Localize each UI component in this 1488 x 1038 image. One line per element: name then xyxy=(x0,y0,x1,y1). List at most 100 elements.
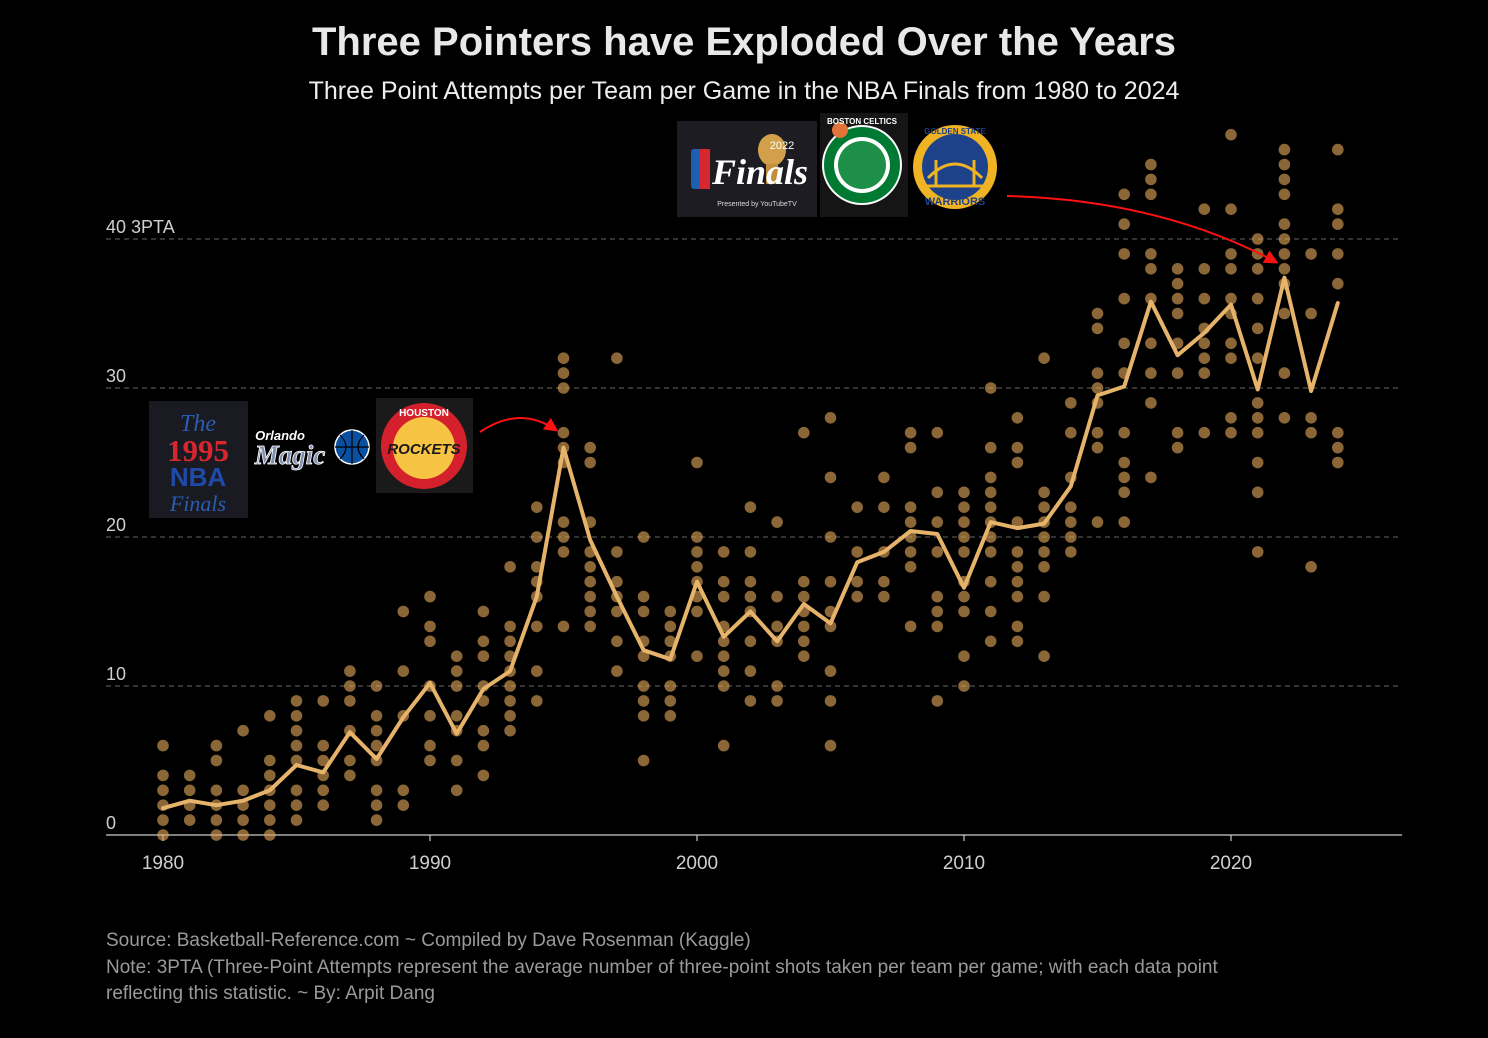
game-point xyxy=(504,695,516,707)
game-point xyxy=(931,426,944,439)
game-point xyxy=(397,799,410,811)
game-point xyxy=(824,665,837,677)
game-point xyxy=(1251,263,1264,275)
game-point xyxy=(531,501,543,513)
game-point xyxy=(264,799,276,811)
game-point xyxy=(237,724,249,737)
warriors-logo: GOLDEN STATE WARRIORS xyxy=(913,125,997,209)
game-point xyxy=(477,769,490,782)
gridlines xyxy=(106,238,1402,687)
game-point xyxy=(851,546,863,558)
x-tick-label: 1990 xyxy=(409,853,451,874)
game-point xyxy=(1011,412,1024,424)
game-point xyxy=(1145,471,1157,484)
game-point xyxy=(958,650,970,662)
finals-1995-logo: The 1995 NBA Finals xyxy=(149,401,248,518)
game-point xyxy=(1145,158,1157,171)
game-point xyxy=(1038,501,1050,513)
game-point xyxy=(557,426,570,439)
game-point xyxy=(851,501,863,513)
game-point xyxy=(557,367,570,379)
game-point xyxy=(531,665,543,677)
game-point xyxy=(931,695,944,707)
game-point xyxy=(317,784,330,797)
game-point xyxy=(504,635,516,648)
game-point xyxy=(958,501,970,513)
game-point xyxy=(290,754,303,767)
finals-2022-year: 2022 xyxy=(770,140,794,152)
game-point xyxy=(317,799,330,811)
game-point xyxy=(1038,352,1050,365)
game-point xyxy=(1251,426,1264,439)
game-point xyxy=(557,546,570,558)
game-point xyxy=(851,590,863,603)
magic-logo: Orlando Magic xyxy=(253,428,370,470)
game-point xyxy=(958,590,970,603)
game-point xyxy=(984,575,997,588)
game-point xyxy=(1011,456,1024,469)
rockets-text: ROCKETS xyxy=(387,441,460,458)
game-point xyxy=(290,739,303,752)
game-point xyxy=(717,575,730,588)
celtics-logo: BOSTON CELTICS xyxy=(820,113,908,217)
game-point xyxy=(477,650,490,662)
bridge-icon xyxy=(926,160,984,188)
game-point xyxy=(611,635,623,648)
game-point xyxy=(904,426,917,439)
game-point xyxy=(1145,173,1157,186)
game-point xyxy=(290,799,303,811)
celtics-text: BOSTON CELTICS xyxy=(827,117,898,126)
game-point xyxy=(370,799,383,811)
game-point xyxy=(1278,263,1291,275)
game-point xyxy=(1011,516,1024,528)
game-point xyxy=(1198,203,1211,215)
game-point xyxy=(264,829,276,841)
game-point xyxy=(851,575,863,588)
game-point xyxy=(1332,426,1344,439)
game-point xyxy=(744,501,757,513)
game-point xyxy=(1171,292,1184,305)
game-point xyxy=(1278,307,1291,320)
game-point xyxy=(1332,441,1344,454)
game-point xyxy=(984,546,997,558)
game-point xyxy=(824,531,837,543)
annotation-arrows xyxy=(479,195,1279,433)
game-point xyxy=(717,590,730,603)
game-point xyxy=(984,471,997,484)
average-line xyxy=(161,275,1340,811)
game-point xyxy=(477,724,490,737)
game-point xyxy=(984,605,997,618)
y-tick-label: 20 xyxy=(106,515,126,535)
game-point xyxy=(424,739,436,752)
game-point xyxy=(691,561,703,573)
game-point xyxy=(771,590,783,603)
game-point xyxy=(1118,516,1130,528)
game-point xyxy=(1118,471,1130,484)
game-point xyxy=(557,531,570,543)
warriors-golden-state: GOLDEN STATE xyxy=(924,127,986,136)
game-point xyxy=(1065,426,1077,439)
game-point xyxy=(531,531,543,543)
game-point xyxy=(1332,277,1344,290)
y-tick-label: 30 xyxy=(106,366,126,386)
game-point xyxy=(1118,292,1130,305)
note-line-1: Note: 3PTA (Three-Point Attempts represe… xyxy=(106,957,1218,978)
game-point xyxy=(157,829,169,841)
arrow-1995 xyxy=(479,417,559,433)
game-point xyxy=(424,710,436,722)
game-point xyxy=(477,605,490,618)
game-point xyxy=(878,501,890,513)
game-point xyxy=(637,695,650,707)
game-point xyxy=(904,441,917,454)
game-point xyxy=(1251,412,1264,424)
arrow-2022 xyxy=(1006,195,1279,264)
game-point xyxy=(958,531,970,543)
game-point xyxy=(1091,441,1104,454)
game-point xyxy=(424,620,436,633)
finals-1995-finals: Finals xyxy=(169,491,226,516)
game-point xyxy=(931,605,944,618)
game-point xyxy=(370,814,383,826)
game-point xyxy=(1305,248,1317,260)
game-point xyxy=(1145,292,1157,305)
game-point xyxy=(744,635,757,648)
